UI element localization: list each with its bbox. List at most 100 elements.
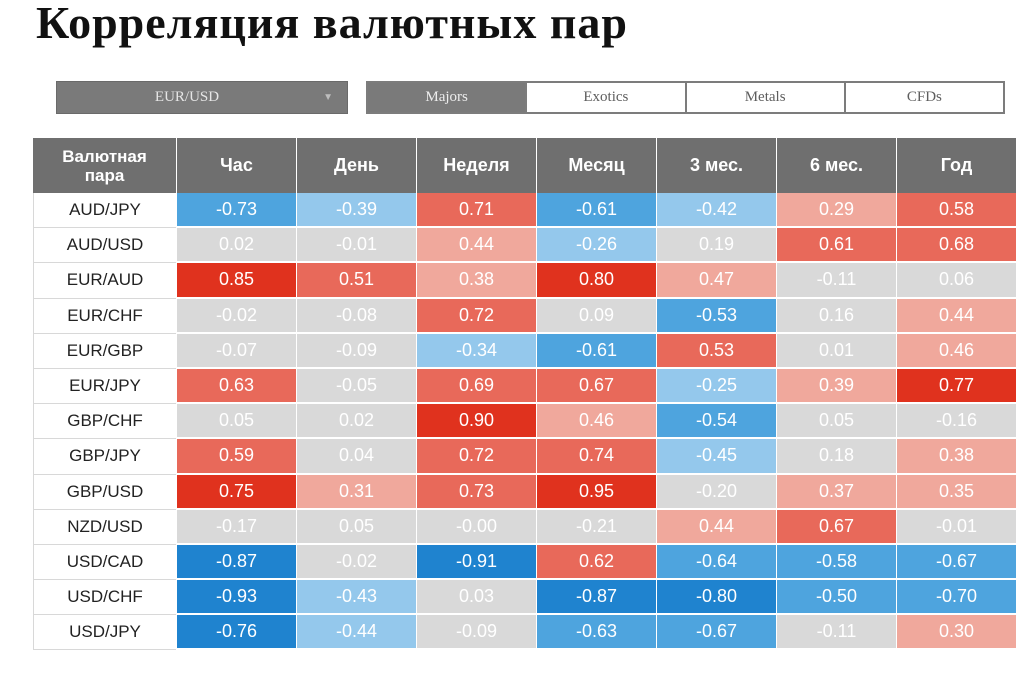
correlation-cell: 0.31: [297, 474, 416, 510]
correlation-cell: 0.58: [897, 193, 1016, 229]
correlation-cell: 0.69: [417, 368, 536, 405]
correlation-cell: -0.87: [537, 580, 656, 616]
correlation-cell: 0.16: [777, 298, 896, 334]
correlation-cell: 0.35: [897, 474, 1016, 510]
correlation-cell: 0.67: [777, 509, 896, 545]
correlation-cell: -0.70: [897, 580, 1016, 616]
correlation-cell: -0.67: [897, 544, 1016, 581]
tab-majors[interactable]: Majors: [368, 83, 526, 112]
correlation-cell: 0.18: [777, 439, 896, 475]
correlation-cell: -0.80: [657, 580, 776, 616]
correlation-table: Валютная пара Час День Неделя Месяц 3 мес. 6 м…: [33, 138, 1016, 651]
row-pair-label: EUR/JPY: [33, 368, 176, 405]
row-pair-label: AUD/USD: [33, 228, 176, 264]
correlation-cell: -0.39: [297, 193, 416, 229]
correlation-cell: 0.59: [177, 439, 296, 475]
correlation-cell: 0.01: [777, 333, 896, 369]
correlation-cell: -0.07: [177, 333, 296, 369]
correlation-cell: -0.45: [657, 439, 776, 475]
correlation-cell: 0.77: [897, 368, 1016, 405]
correlation-cell: -0.93: [177, 580, 296, 616]
page-title: Корреляция валютных пар: [36, 0, 628, 48]
row-pair-label: GBP/JPY: [33, 439, 176, 475]
currency-pair-select[interactable]: EUR/USD ▼: [56, 81, 348, 114]
column-header-period: День: [297, 138, 416, 193]
correlation-cell: 0.72: [417, 439, 536, 475]
correlation-cell: 0.38: [897, 439, 1016, 475]
correlation-cell: -0.54: [657, 404, 776, 440]
correlation-cell: 0.51: [297, 263, 416, 299]
correlation-cell: 0.68: [897, 228, 1016, 264]
correlation-cell: 0.05: [777, 404, 896, 440]
correlation-cell: -0.58: [777, 544, 896, 581]
correlation-cell: -0.76: [177, 615, 296, 651]
correlation-cell: 0.95: [537, 474, 656, 510]
tab-exotics[interactable]: Exotics: [527, 83, 685, 112]
correlation-cell: 0.38: [417, 263, 536, 299]
correlation-cell: -0.53: [657, 298, 776, 334]
correlation-cell: -0.42: [657, 193, 776, 229]
correlation-cell: 0.19: [657, 228, 776, 264]
correlation-cell: -0.08: [297, 298, 416, 334]
correlation-cell: -0.73: [177, 193, 296, 229]
correlation-cell: -0.02: [297, 544, 416, 581]
column-header-period: Год: [897, 138, 1016, 193]
correlation-cell: -0.67: [657, 615, 776, 651]
correlation-cell: 0.72: [417, 298, 536, 334]
correlation-cell: -0.20: [657, 474, 776, 510]
correlation-cell: -0.61: [537, 193, 656, 229]
correlation-cell: 0.53: [657, 333, 776, 369]
row-pair-label: NZD/USD: [33, 509, 176, 545]
correlation-cell: 0.29: [777, 193, 896, 229]
correlation-cell: 0.63: [177, 368, 296, 405]
row-pair-label: EUR/GBP: [33, 333, 176, 369]
correlation-cell: 0.30: [897, 615, 1016, 651]
correlation-cell: 0.03: [417, 580, 536, 616]
category-tabs: Majors Exotics Metals CFDs: [366, 81, 1005, 114]
correlation-cell: 0.44: [417, 228, 536, 264]
correlation-cell: 0.02: [297, 404, 416, 440]
tab-metals[interactable]: Metals: [686, 83, 844, 112]
currency-pair-value: EUR/USD: [154, 89, 220, 105]
correlation-cell: -0.43: [297, 580, 416, 616]
correlation-cell: -0.00: [417, 509, 536, 545]
column-header-period: Месяц: [537, 138, 656, 193]
correlation-cell: -0.16: [897, 404, 1016, 440]
correlation-cell: -0.34: [417, 333, 536, 369]
correlation-cell: 0.47: [657, 263, 776, 299]
correlation-cell: -0.61: [537, 333, 656, 369]
correlation-cell: 0.61: [777, 228, 896, 264]
correlation-cell: 0.05: [297, 509, 416, 545]
correlation-cell: 0.04: [297, 439, 416, 475]
correlation-cell: -0.63: [537, 615, 656, 651]
correlation-cell: 0.67: [537, 368, 656, 405]
correlation-cell: -0.02: [177, 298, 296, 334]
correlation-cell: 0.39: [777, 368, 896, 405]
correlation-cell: -0.87: [177, 544, 296, 581]
correlation-cell: -0.64: [657, 544, 776, 581]
correlation-cell: -0.05: [297, 368, 416, 405]
correlation-cell: -0.17: [177, 509, 296, 545]
correlation-cell: 0.06: [897, 263, 1016, 299]
column-header-period: 6 мес.: [777, 138, 896, 193]
correlation-cell: -0.21: [537, 509, 656, 545]
correlation-cell: -0.01: [297, 228, 416, 264]
row-pair-label: EUR/CHF: [33, 298, 176, 334]
correlation-cell: 0.02: [177, 228, 296, 264]
correlation-cell: -0.50: [777, 580, 896, 616]
column-header-period: Неделя: [417, 138, 536, 193]
row-pair-label: AUD/JPY: [33, 193, 176, 229]
row-pair-label: USD/CAD: [33, 544, 176, 581]
correlation-cell: -0.11: [777, 263, 896, 299]
correlation-cell: 0.73: [417, 474, 536, 510]
row-pair-label: USD/CHF: [33, 580, 176, 616]
correlation-cell: -0.25: [657, 368, 776, 405]
correlation-cell: 0.09: [537, 298, 656, 334]
chevron-down-icon: ▼: [323, 92, 333, 103]
column-header-period: Час: [177, 138, 296, 193]
correlation-cell: -0.01: [897, 509, 1016, 545]
correlation-cell: 0.05: [177, 404, 296, 440]
tab-cfds[interactable]: CFDs: [845, 83, 1003, 112]
correlation-cell: -0.09: [297, 333, 416, 369]
column-header-period: 3 мес.: [657, 138, 776, 193]
